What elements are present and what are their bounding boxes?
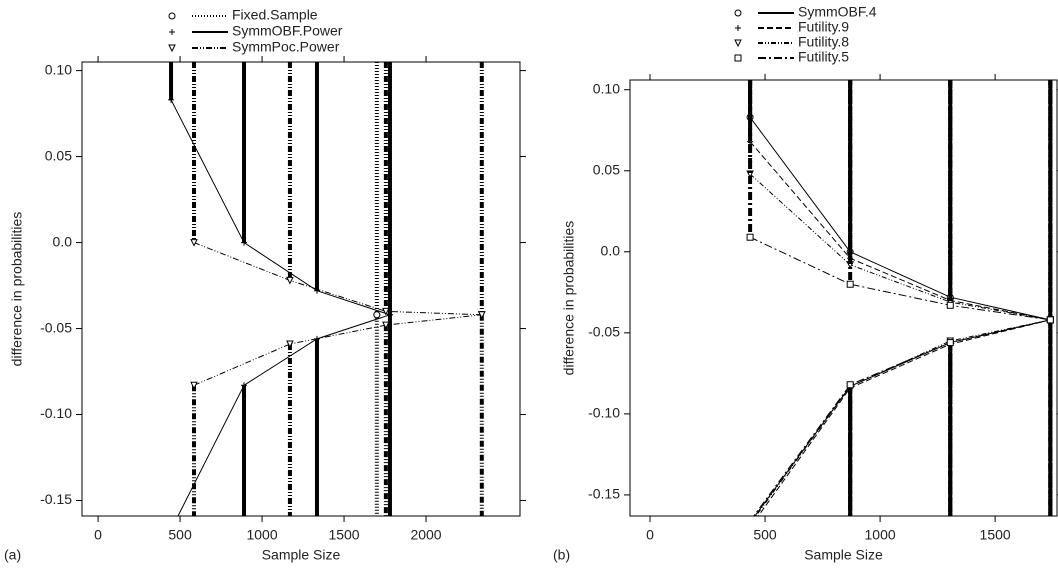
x-axis-label: Sample Size — [804, 547, 883, 563]
legend-marker — [734, 54, 742, 62]
boundary-line — [193, 314, 482, 386]
boundary-line — [749, 141, 1051, 321]
marker — [190, 239, 198, 247]
x-tick-label: 1000 — [246, 527, 277, 543]
plot-area — [746, 80, 1055, 530]
panel: 0 500 1000 1500 0.10 0.05 0.0 -0.05 -0.10 -0.15 Sa… — [553, 4, 1058, 563]
boundary-line — [749, 173, 1051, 321]
plot-area — [168, 62, 486, 516]
marker — [747, 519, 753, 525]
y-tick-label: -0.05 — [40, 319, 72, 335]
marker — [286, 340, 294, 349]
x-tick-label: 2000 — [410, 527, 441, 543]
x-tick-label: 500 — [753, 527, 777, 543]
marker — [746, 233, 754, 241]
marker — [382, 321, 390, 330]
marker — [241, 382, 248, 389]
x-tick-label: 1500 — [980, 527, 1011, 543]
marker — [946, 301, 954, 309]
marker — [477, 311, 486, 319]
y-tick-label: 0.0 — [601, 243, 621, 259]
boundary-line — [749, 116, 1051, 321]
marker — [846, 280, 854, 288]
legend-marker — [168, 44, 176, 53]
boundary-line — [193, 242, 482, 316]
marker — [382, 307, 390, 316]
boundary-line — [749, 236, 1051, 321]
y-tick-label: -0.05 — [588, 324, 620, 340]
plot-frame — [629, 79, 1058, 517]
marker — [286, 276, 294, 285]
x-tick-label: 1500 — [328, 527, 359, 543]
boundary-line — [753, 319, 1051, 516]
y-axis-label: difference in probabilities — [561, 221, 577, 376]
legend-label: Futility.8 — [798, 34, 849, 50]
legend-marker — [734, 9, 742, 17]
y-tick-label: 0.0 — [53, 233, 73, 249]
y-tick-label: -0.15 — [40, 491, 72, 507]
y-tick-label: 0.10 — [45, 61, 72, 77]
legend-label: SymmPoc.Power — [232, 39, 340, 55]
x-tick-label: 1000 — [865, 527, 896, 543]
y-tick-label: 0.10 — [593, 80, 620, 96]
x-axis-label: Sample Size — [262, 547, 341, 563]
legend-label: Futility.5 — [798, 49, 849, 65]
y-tick-label: -0.10 — [588, 405, 620, 421]
y-tick-label: 0.05 — [45, 147, 72, 163]
legend-label: Fixed.Sample — [232, 7, 318, 23]
y-tick-label: -0.15 — [588, 486, 620, 502]
marker — [168, 96, 175, 103]
y-tick-label: -0.10 — [40, 405, 72, 421]
boundary-line — [170, 99, 391, 316]
marker — [946, 339, 954, 347]
legend-marker — [734, 39, 742, 48]
plot-frame — [81, 61, 521, 517]
marker — [373, 311, 381, 319]
legend-marker — [169, 29, 175, 35]
legend-label: Futility.9 — [798, 19, 849, 35]
marker — [190, 381, 198, 390]
boundary-line — [757, 319, 1051, 516]
x-tick-label: 0 — [646, 527, 654, 543]
panel-label: (a) — [4, 547, 21, 563]
legend-label: SymmOBF.Power — [232, 23, 343, 39]
boundary-line — [754, 319, 1051, 516]
x-tick-label: 500 — [168, 527, 192, 543]
boundary-line — [177, 314, 391, 516]
marker — [386, 311, 393, 318]
y-tick-label: 0.05 — [593, 161, 620, 177]
panel: 0 500 1000 1500 2000 0.10 0.05 0.0 -0.05 -0.10 -0.… — [4, 7, 526, 563]
legend-marker — [735, 25, 741, 31]
panel-label: (b) — [553, 547, 570, 563]
marker — [1046, 316, 1054, 324]
marker — [747, 518, 753, 524]
y-axis-label: difference in probabilities — [9, 212, 25, 367]
marker — [747, 524, 753, 530]
marker — [846, 381, 854, 389]
boundary-line — [755, 319, 1051, 516]
x-tick-label: 0 — [94, 527, 102, 543]
legend-marker — [168, 12, 176, 20]
legend-label: SymmOBF.4 — [798, 4, 877, 20]
marker — [747, 521, 753, 527]
marker — [241, 239, 248, 246]
